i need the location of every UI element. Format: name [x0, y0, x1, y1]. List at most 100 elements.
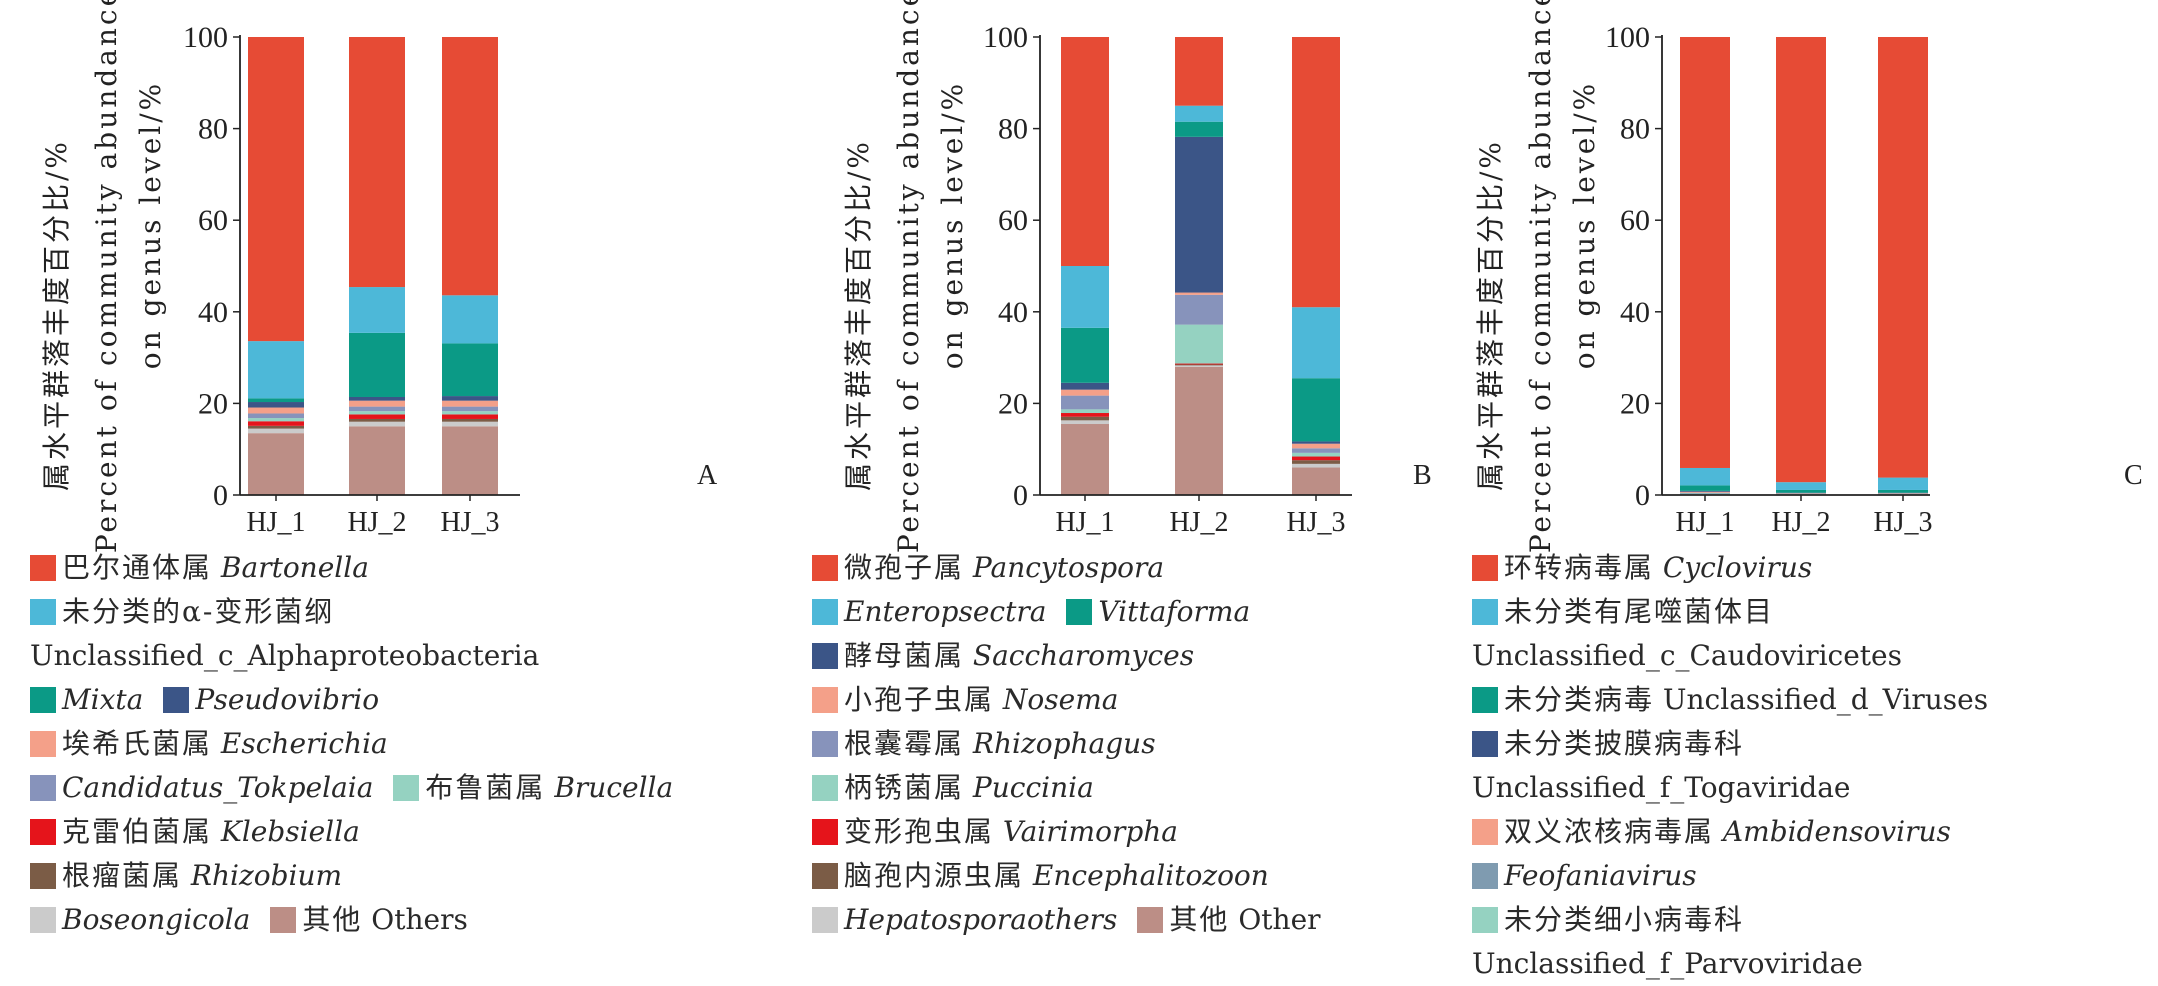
- bar-segment-c-cyclovirus-hj3: [1878, 37, 1928, 478]
- bar-segment-b-vairimorpha-hj1: [1061, 413, 1109, 417]
- y-tick-label-c-100: 100: [1605, 21, 1650, 54]
- legend-row: 埃希氏菌属 Escherichia: [30, 722, 388, 766]
- legend-row: Candidatus_Tokpelaia 布鲁菌属 Brucella: [30, 766, 673, 810]
- bar-segment-b-puccinia-hj2: [1175, 325, 1223, 364]
- bar-segment-b-vittaforma-hj3: [1292, 378, 1340, 441]
- y-tick-label-a-100: 100: [183, 21, 228, 54]
- bar-segment-a-others-hj2: [349, 426, 405, 495]
- legend-row: 酵母菌属 Saccharomyces: [812, 634, 1194, 678]
- bar-segment-b-pancytospora-hj2: [1175, 37, 1223, 106]
- legend-label-text: Unclassified_f_Parvoviridae: [1472, 947, 1863, 980]
- legend-swatch: [393, 775, 419, 801]
- bar-segment-c-viruses-hj3: [1878, 490, 1928, 493]
- legend-swatch: [812, 687, 838, 713]
- bar-segment-b-rhizophagus-hj1: [1061, 396, 1109, 410]
- legend-label-text: Unclassified_d_Viruses: [1663, 683, 1988, 716]
- bar-segment-c-viruses-hj2: [1776, 490, 1826, 493]
- bar-segment-a-brucella-hj3: [442, 411, 498, 414]
- legend-label-zh: 未分类细小病毒科: [1504, 903, 1744, 936]
- legend-swatch: [1472, 863, 1498, 889]
- bar-segment-b-puccinia-hj1: [1061, 409, 1109, 413]
- bar-segment-c-ambidensovirus-hj1: [1680, 492, 1730, 493]
- bar-segment-a-alpha-hj3: [442, 295, 498, 343]
- legend-swatch: [163, 687, 189, 713]
- bar-segment-b-vittaforma-hj2: [1175, 122, 1223, 137]
- y-tick-label-b-40: 40: [998, 296, 1028, 329]
- legend-swatch: [30, 599, 56, 625]
- bar-segment-a-mixta-hj3: [442, 343, 498, 396]
- legend-label-latin: Nosema: [1003, 683, 1119, 716]
- legend-row: 未分类披膜病毒科: [1472, 722, 1744, 766]
- bar-segment-c-caudoviricetes-hj1: [1680, 468, 1730, 485]
- legend-row: 根瘤菌属 Rhizobium: [30, 854, 342, 898]
- legend-swatch: [30, 687, 56, 713]
- bar-segment-a-pseudovibrio-hj1: [248, 402, 304, 407]
- panel-label-b: B: [1413, 460, 1432, 492]
- legend-label-zh: 柄锈菌属: [844, 771, 964, 804]
- bar-segment-c-cyclovirus-hj1: [1680, 37, 1730, 468]
- legend-label-latin: Candidatus_Tokpelaia: [62, 771, 373, 804]
- bar-segment-a-candidatus-hj3: [442, 407, 498, 412]
- panel-label-c: C: [2124, 460, 2143, 492]
- bar-segment-a-others-hj3: [442, 426, 498, 495]
- legend-row: Unclassified_f_Togaviridae: [1472, 766, 1850, 810]
- bar-segment-c-caudoviricetes-hj2: [1776, 482, 1826, 490]
- y-tick-label-b-100: 100: [983, 21, 1028, 54]
- x-tick-label-c-2: HJ_2: [1771, 507, 1830, 538]
- bar-segment-b-encephalitozoon-hj2: [1175, 364, 1223, 365]
- y-axis-title-en2-c: on genus level/%: [1568, 81, 1601, 370]
- bar-segment-b-other-hj3: [1292, 468, 1340, 495]
- y-tick-label-a-40: 40: [198, 296, 228, 329]
- legend-row: 脑孢内源虫属 Encephalitozoon: [812, 854, 1269, 898]
- bar-segment-a-escherichia-hj3: [442, 401, 498, 407]
- y-tick-label-c-60: 60: [1620, 204, 1650, 237]
- legend-label-latin: Pancytospora: [973, 551, 1164, 584]
- legend-swatch: [1472, 599, 1498, 625]
- legend-label-zh: 脑孢内源虫属: [844, 859, 1024, 892]
- legend-swatch: [30, 863, 56, 889]
- legend-label-zh: 埃希氏菌属: [62, 727, 212, 760]
- bar-segment-a-pseudovibrio-hj3: [442, 396, 498, 401]
- bar-segment-b-nosema-hj2: [1175, 293, 1223, 295]
- legend-row: 微孢子属 Pancytospora: [812, 546, 1164, 590]
- legend-label-latin: Hepatosporaothers: [844, 903, 1117, 936]
- y-tick-label-c-0: 0: [1635, 479, 1650, 512]
- bar-segment-b-enteropsectra-hj1: [1061, 266, 1109, 328]
- bar-segment-b-vittaforma-hj1: [1061, 328, 1109, 383]
- legend-label-latin: Bartonella: [221, 551, 369, 584]
- legend-label-latin: Mixta: [62, 683, 143, 716]
- y-tick-label-a-60: 60: [198, 204, 228, 237]
- bar-segment-b-pancytospora-hj1: [1061, 37, 1109, 266]
- legend-label-zh: 酵母菌属: [844, 639, 964, 672]
- legend-label-latin: Rhizobium: [191, 859, 342, 892]
- legend-label-zh: 布鲁菌属: [425, 771, 545, 804]
- bar-segment-b-enteropsectra-hj2: [1175, 106, 1223, 122]
- y-tick-label-c-20: 20: [1620, 387, 1650, 420]
- bar-segment-a-boseongicola-hj3: [442, 422, 498, 427]
- y-axis-title-en2-a: on genus level/%: [134, 81, 167, 370]
- legend-row: 双义浓核病毒属 Ambidensovirus: [1472, 810, 1951, 854]
- legend-label-zh: 巴尔通体属: [62, 551, 212, 584]
- bar-segment-b-rhizophagus-hj2: [1175, 295, 1223, 325]
- legend-row: 小孢子虫属 Nosema: [812, 678, 1118, 722]
- legend-label-latin: Brucella: [554, 771, 673, 804]
- bar-segment-a-candidatus-hj2: [349, 407, 405, 412]
- bar-segment-a-boseongicola-hj1: [248, 429, 304, 434]
- bar-segment-a-boseongicola-hj2: [349, 422, 405, 427]
- x-tick-label-b-3: HJ_3: [1286, 507, 1345, 538]
- legend-label-latin: Klebsiella: [221, 815, 360, 848]
- bar-segment-a-rhizobium-hj1: [248, 426, 304, 429]
- bar-segment-b-saccharomyces-hj2: [1175, 137, 1223, 293]
- legend-label-zh: 未分类的α-变形菌纲: [62, 595, 334, 628]
- x-tick-label-b-1: HJ_1: [1055, 507, 1114, 538]
- legend-label-zh: 变形孢虫属: [844, 815, 994, 848]
- panel-label-a: A: [697, 460, 717, 492]
- bar-segment-c-caudoviricetes-hj3: [1878, 478, 1928, 490]
- legend-swatch: [812, 863, 838, 889]
- y-axis-title-zh-c: 属水平群落丰度百分比/%: [1474, 139, 1507, 491]
- x-tick-label-a-1: HJ_1: [246, 507, 305, 538]
